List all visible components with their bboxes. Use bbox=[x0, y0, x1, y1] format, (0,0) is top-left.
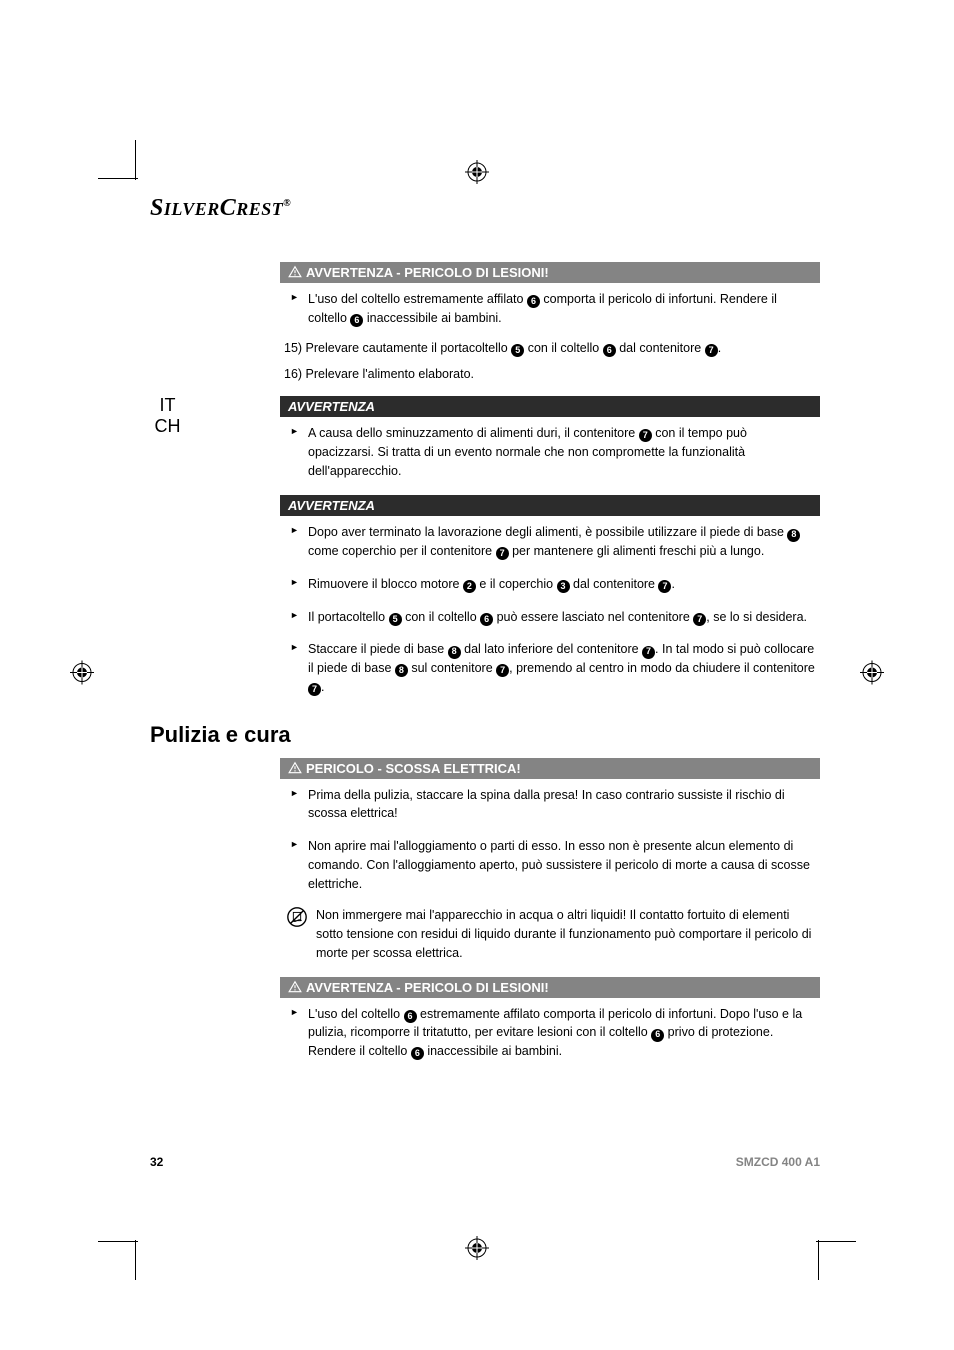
content-column: AVVERTENZA - PERICOLO DI LESIONI! L'uso … bbox=[280, 262, 820, 1068]
ref-icon: 2 bbox=[463, 580, 476, 593]
crop-mark bbox=[98, 1241, 138, 1242]
ref-icon: 7 bbox=[693, 613, 706, 626]
warning-title: AVVERTENZA - PERICOLO DI LESIONI! bbox=[306, 980, 549, 995]
ref-icon: 7 bbox=[496, 547, 509, 560]
ref-icon: 7 bbox=[642, 646, 655, 659]
note-bar: AVVERTENZA bbox=[280, 495, 820, 516]
language-tab: IT CH bbox=[145, 395, 190, 436]
note-body: Dopo aver terminato la lavorazione degli… bbox=[280, 516, 820, 568]
ref-icon: 6 bbox=[350, 314, 363, 327]
danger-body: Non aprire mai l'alloggiamento o parti d… bbox=[280, 830, 820, 900]
ref-icon: 7 bbox=[496, 664, 509, 677]
crop-mark bbox=[818, 1240, 819, 1280]
note-body: Il portacoltello 5 con il coltello 6 può… bbox=[280, 601, 820, 634]
warning-body: L'uso del coltello estremamente affilato… bbox=[280, 283, 820, 335]
ref-icon: 8 bbox=[395, 664, 408, 677]
note-body: Staccare il piede di base 8 dal lato inf… bbox=[280, 633, 820, 703]
ref-icon: 6 bbox=[527, 295, 540, 308]
brand-suffix: ® bbox=[283, 198, 291, 209]
crop-mark bbox=[816, 1241, 856, 1242]
danger-bar: PERICOLO - SCOSSA ELETTRICA! bbox=[280, 758, 820, 779]
ref-icon: 6 bbox=[411, 1047, 424, 1060]
warning-body: L'uso del coltello 6 estremamente affila… bbox=[280, 998, 820, 1068]
no-immerse-icon bbox=[286, 906, 308, 962]
ref-icon: 8 bbox=[787, 529, 800, 542]
warning-triangle-icon bbox=[288, 265, 302, 280]
danger-body: Prima della pulizia, staccare la spina d… bbox=[280, 779, 820, 831]
registration-mark-icon bbox=[860, 661, 884, 690]
ref-icon: 6 bbox=[480, 613, 493, 626]
ref-icon: 7 bbox=[639, 429, 652, 442]
no-immerse-row: Non immergere mai l'apparecchio in acqua… bbox=[280, 900, 820, 968]
ref-icon: 5 bbox=[511, 344, 524, 357]
warning-bar: AVVERTENZA - PERICOLO DI LESIONI! bbox=[280, 977, 820, 998]
crop-mark bbox=[135, 1240, 136, 1280]
ref-icon: 7 bbox=[705, 344, 718, 357]
section-heading: Pulizia e cura bbox=[150, 722, 820, 748]
ref-icon: 6 bbox=[603, 344, 616, 357]
crop-mark bbox=[135, 140, 136, 180]
danger-title: PERICOLO - SCOSSA ELETTRICA! bbox=[306, 761, 521, 776]
ref-icon: 3 bbox=[557, 580, 570, 593]
ref-icon: 7 bbox=[658, 580, 671, 593]
note-bar: AVVERTENZA bbox=[280, 396, 820, 417]
ref-icon: 6 bbox=[404, 1010, 417, 1023]
registration-mark-icon bbox=[70, 661, 94, 690]
lang-line: CH bbox=[145, 416, 190, 437]
note-body: A causa dello sminuzzamento di alimenti … bbox=[280, 417, 820, 487]
ref-icon: 5 bbox=[389, 613, 402, 626]
ref-icon: 6 bbox=[651, 1029, 664, 1042]
crop-mark bbox=[98, 178, 138, 179]
brand-logo: SILVERCREST® bbox=[150, 195, 820, 222]
registration-mark-icon bbox=[465, 1236, 489, 1265]
step-16: 16) Prelevare l'alimento elaborato. bbox=[280, 361, 820, 388]
no-immerse-text: Non immergere mai l'apparecchio in acqua… bbox=[316, 906, 816, 962]
step-15: 15) Prelevare cautamente il portacoltell… bbox=[280, 335, 820, 362]
warning-triangle-icon bbox=[288, 761, 302, 776]
lang-line: IT bbox=[145, 395, 190, 416]
warning-title: AVVERTENZA - PERICOLO DI LESIONI! bbox=[306, 265, 549, 280]
note-body: Rimuovere il blocco motore 2 e il coperc… bbox=[280, 568, 820, 601]
page: SILVERCREST® IT CH AVVERTENZA - PERICOLO… bbox=[150, 195, 820, 1068]
registration-mark-icon bbox=[465, 160, 489, 189]
ref-icon: 7 bbox=[308, 683, 321, 696]
ref-icon: 8 bbox=[448, 646, 461, 659]
warning-bar: AVVERTENZA - PERICOLO DI LESIONI! bbox=[280, 262, 820, 283]
warning-triangle-icon bbox=[288, 980, 302, 995]
